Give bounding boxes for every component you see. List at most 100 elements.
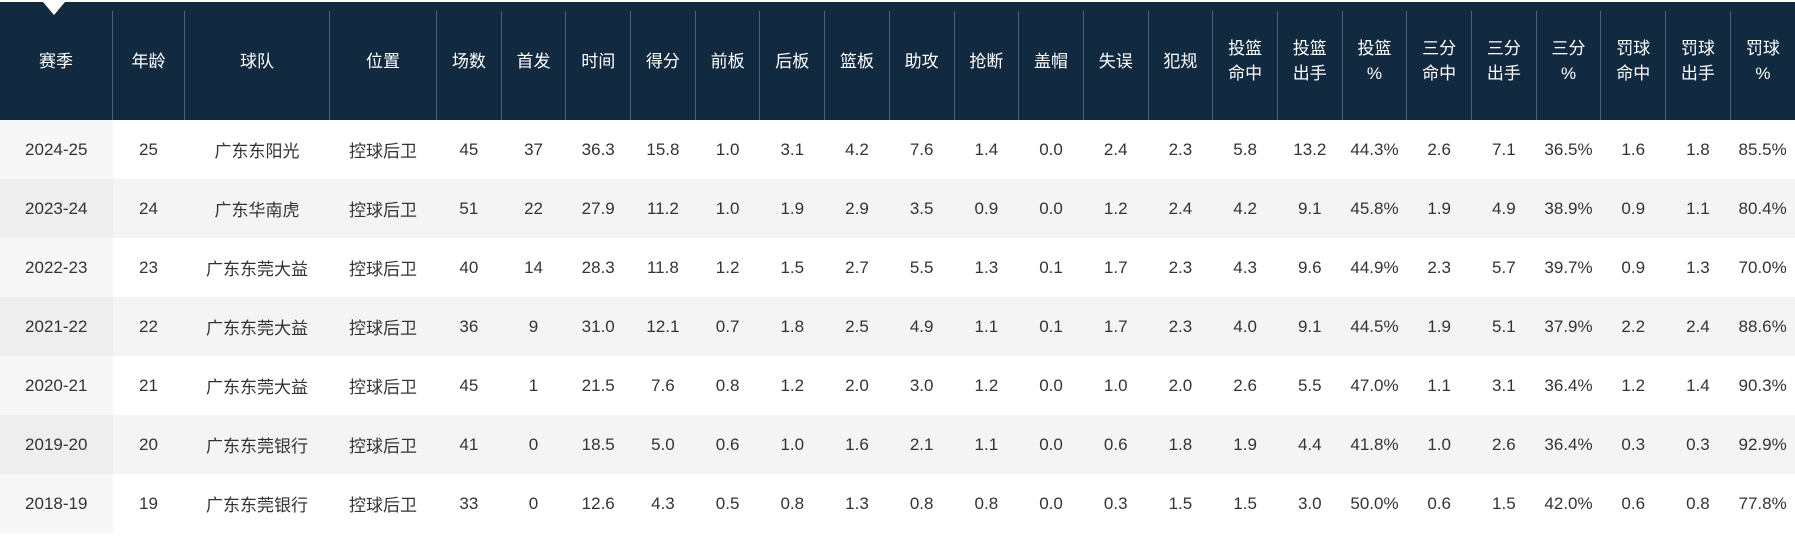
column-header-points[interactable]: 得分 — [630, 2, 696, 120]
cell-fouls: 2.3 — [1168, 257, 1193, 277]
cell-fg_made: 4.3 — [1233, 257, 1257, 277]
column-header-minutes[interactable]: 时间 — [565, 2, 631, 120]
cell-three_att: 7.1 — [1492, 139, 1516, 159]
cell-fg_att: 9.6 — [1297, 257, 1322, 277]
cell-blocks: 0.0 — [1039, 375, 1063, 395]
cell-points: 4.3 — [651, 493, 675, 513]
cell-team: 广东东莞大益 — [206, 378, 308, 397]
cell-ft_att: 1.1 — [1686, 198, 1710, 218]
cell-season: 2020-21 — [0, 356, 113, 415]
column-header-games[interactable]: 场数 — [436, 2, 502, 120]
cell-starts: 22 — [524, 198, 543, 218]
cell-points: 7.6 — [651, 375, 675, 395]
cell-steals: 1.1 — [974, 316, 999, 336]
column-header-team[interactable]: 球队 — [184, 2, 330, 120]
cell-ft_att: 2.4 — [1686, 316, 1710, 336]
cell-fg_made: 5.8 — [1233, 139, 1257, 159]
cell-fouls: 1.5 — [1168, 493, 1193, 513]
cell-three_pct: 38.9% — [1544, 198, 1593, 218]
cell-blocks: 0.0 — [1039, 198, 1063, 218]
cell-off_rebounds: 0.7 — [715, 316, 740, 336]
cell-age: 23 — [139, 257, 158, 277]
column-header-age[interactable]: 年龄 — [112, 2, 185, 120]
cell-ft_att: 1.8 — [1686, 139, 1710, 159]
cell-rebounds: 2.7 — [845, 257, 869, 277]
cell-blocks: 0.0 — [1039, 139, 1063, 159]
cell-points: 11.2 — [646, 198, 679, 218]
cell-fouls: 1.8 — [1168, 434, 1193, 454]
column-header-turnovers[interactable]: 失误 — [1082, 2, 1149, 120]
column-header-fg_pct[interactable]: 投篮 % — [1341, 2, 1407, 120]
cell-rebounds: 2.5 — [845, 316, 869, 336]
cell-blocks: 0.0 — [1039, 434, 1063, 454]
cell-three_made: 2.3 — [1427, 257, 1451, 277]
cell-fg_att: 4.4 — [1297, 434, 1322, 454]
cell-games: 45 — [459, 375, 479, 395]
cell-ft_made: 0.3 — [1621, 434, 1646, 454]
column-header-rebounds[interactable]: 篮板 — [824, 2, 890, 120]
cell-age: 21 — [139, 375, 158, 395]
cell-assists: 4.9 — [909, 316, 934, 336]
cell-fg_pct: 47.0% — [1350, 375, 1399, 395]
cell-games: 51 — [459, 198, 479, 218]
column-header-starts[interactable]: 首发 — [500, 2, 566, 120]
cell-fouls: 2.3 — [1168, 139, 1193, 159]
column-header-fouls[interactable]: 犯规 — [1147, 2, 1213, 120]
cell-ft_att: 1.4 — [1686, 375, 1710, 395]
cell-three_att: 5.1 — [1492, 316, 1516, 336]
cell-ft_att: 0.8 — [1686, 493, 1710, 513]
cell-three_made: 1.1 — [1427, 375, 1451, 395]
column-header-ft_made[interactable]: 罚球 命中 — [1600, 2, 1666, 120]
stats-table: 赛季 年龄 球队 位置 场数 首发 时间 得分 前板 后板 篮板 助攻 抢断 盖帽 失误 犯规 投篮 命中 投篮 … — [0, 2, 1795, 533]
cell-ft_pct: 77.8% — [1738, 493, 1787, 513]
cell-team: 广东东莞银行 — [206, 437, 308, 456]
cell-points: 15.8 — [646, 139, 680, 159]
column-header-three_att[interactable]: 三分 出手 — [1471, 2, 1537, 120]
cell-position: 控球后卫 — [349, 142, 417, 161]
table-row-2022-23: 2022-23 23 广东东莞大益 控球后卫 40 14 28.3 11.8 1.2 1.5 2.7… — [0, 238, 1795, 297]
table-row-2021-22: 2021-22 22 广东东莞大益 控球后卫 36 9 31.0 12.1 0.7 1.8 2.5 4… — [0, 297, 1795, 356]
cell-three_made: 1.9 — [1427, 316, 1451, 336]
cell-minutes: 28.3 — [581, 257, 615, 277]
cell-three_made: 1.9 — [1427, 198, 1451, 218]
cell-off_rebounds: 1.2 — [715, 257, 740, 277]
cell-fg_pct: 41.8% — [1350, 434, 1399, 454]
table-row-2023-24: 2023-24 24 广东华南虎 控球后卫 51 22 27.9 11.2 1.0 1.9 2.9 3… — [0, 179, 1795, 238]
cell-team: 广东东阳光 — [214, 142, 300, 161]
cell-games: 40 — [459, 257, 479, 277]
cell-fg_made: 4.2 — [1233, 198, 1257, 218]
column-header-blocks[interactable]: 盖帽 — [1018, 2, 1084, 120]
cell-three_pct: 36.5% — [1544, 139, 1593, 159]
column-header-fg_att[interactable]: 投篮 出手 — [1276, 2, 1343, 120]
column-header-fg_made[interactable]: 投篮 命中 — [1212, 2, 1278, 120]
cell-blocks: 0.0 — [1039, 493, 1063, 513]
cell-assists: 3.5 — [909, 198, 934, 218]
cell-def_rebounds: 1.9 — [780, 198, 805, 218]
column-header-def_rebounds[interactable]: 后板 — [759, 2, 825, 120]
header-row: 赛季 年龄 球队 位置 场数 首发 时间 得分 前板 后板 篮板 助攻 抢断 盖帽 失误 犯规 投篮 命中 投篮 … — [0, 2, 1795, 120]
cell-blocks: 0.1 — [1039, 316, 1063, 336]
cell-three_att: 3.1 — [1492, 375, 1516, 395]
column-header-ft_att[interactable]: 罚球 出手 — [1665, 2, 1731, 120]
column-header-ft_pct[interactable]: 罚球 % — [1729, 2, 1795, 120]
cell-age: 24 — [139, 198, 158, 218]
cell-turnovers: 0.6 — [1103, 434, 1128, 454]
column-header-three_made[interactable]: 三分 命中 — [1406, 2, 1472, 120]
column-header-three_pct[interactable]: 三分 % — [1535, 2, 1601, 120]
column-header-assists[interactable]: 助攻 — [888, 2, 954, 120]
column-header-position[interactable]: 位置 — [329, 2, 437, 120]
cell-ft_made: 0.9 — [1621, 257, 1646, 277]
cell-three_att: 1.5 — [1492, 493, 1516, 513]
cell-season: 2022-23 — [0, 238, 113, 297]
cell-minutes: 18.5 — [581, 434, 615, 454]
cell-minutes: 21.5 — [581, 375, 615, 395]
cell-fg_att: 13.2 — [1293, 139, 1327, 159]
column-header-season[interactable]: 赛季 — [0, 2, 113, 120]
cell-games: 33 — [459, 493, 479, 513]
column-header-steals[interactable]: 抢断 — [953, 2, 1019, 120]
column-header-off_rebounds[interactable]: 前板 — [694, 2, 760, 120]
cell-position: 控球后卫 — [349, 260, 417, 279]
cell-steals: 0.8 — [974, 493, 999, 513]
cell-fouls: 2.3 — [1168, 316, 1193, 336]
cell-three_att: 5.7 — [1492, 257, 1516, 277]
